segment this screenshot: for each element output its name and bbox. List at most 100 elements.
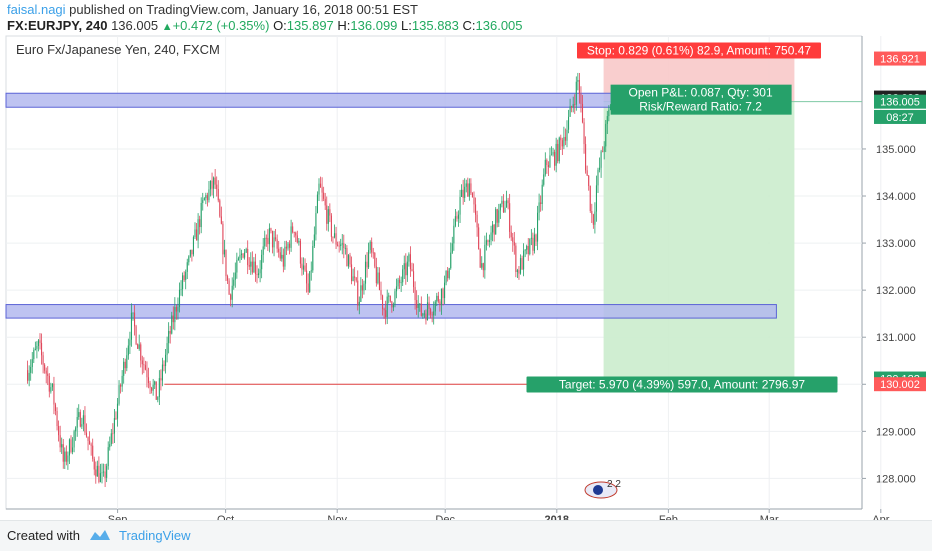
candle-body: [228, 280, 230, 295]
candle-body: [549, 155, 551, 167]
candle-body: [335, 233, 337, 245]
candle-body: [129, 339, 131, 346]
candle-body: [583, 122, 585, 145]
candle-body: [33, 349, 35, 360]
candle-body: [555, 143, 557, 166]
candle-body: [276, 239, 278, 249]
candle-body: [535, 234, 537, 242]
candle-body: [571, 106, 573, 108]
candle-body: [318, 183, 320, 195]
candle-body: [270, 228, 272, 231]
candle-body: [109, 444, 111, 448]
candle-body: [464, 186, 466, 198]
candle-body: [138, 344, 140, 349]
candle-body: [330, 215, 332, 237]
author-link[interactable]: faisal.nagi: [7, 2, 66, 17]
candle-body: [295, 232, 297, 236]
axis-price-label-text: 08:27: [886, 112, 914, 124]
candle-body: [568, 116, 570, 130]
candle-body: [411, 269, 413, 272]
y-tick-label: 131.000: [876, 332, 916, 344]
profit-target-zone: [603, 101, 795, 379]
candle-body: [81, 424, 83, 427]
candle-body: [581, 103, 584, 123]
candle-body: [450, 252, 452, 269]
candle-body: [453, 225, 455, 244]
candle-body: [251, 261, 253, 273]
candle-body: [516, 270, 518, 273]
candle-body: [54, 404, 57, 412]
price-chart[interactable]: 128.000129.000130.000131.000132.000133.0…: [0, 34, 932, 520]
candle-body: [392, 304, 394, 308]
candle-body: [476, 214, 478, 228]
candle-body: [541, 184, 543, 204]
candle-body: [405, 263, 407, 276]
candle-body: [437, 295, 439, 302]
target-label-bg: [526, 376, 838, 393]
candle-body: [386, 296, 388, 317]
candle-body: [530, 237, 532, 239]
candle-body: [363, 283, 365, 291]
candle-body: [447, 270, 449, 279]
candle-body: [225, 249, 227, 277]
candle-body: [409, 254, 411, 270]
candle-body: [470, 183, 472, 194]
candle-body: [524, 249, 526, 251]
open-value: 135.897: [286, 18, 334, 33]
candle-body: [315, 213, 317, 235]
candle-body: [320, 183, 322, 188]
candle-body: [495, 209, 497, 235]
candle-body: [189, 249, 191, 257]
candle-body: [90, 444, 92, 446]
candle-body: [58, 426, 60, 436]
candle-body: [560, 137, 562, 141]
candle-body: [408, 254, 410, 262]
candle-body: [481, 263, 483, 268]
candle-body: [557, 143, 559, 162]
pnl-text: Open P&L: 0.087, Qty: 301: [629, 86, 773, 100]
candle-body: [174, 307, 176, 323]
candle-body: [554, 152, 556, 166]
candle-body: [200, 202, 202, 228]
candle-body: [428, 302, 430, 309]
price-change: +0.472 (+0.35%): [172, 18, 270, 33]
candle-body: [160, 378, 162, 381]
candle-body: [219, 200, 221, 217]
candle-body: [518, 270, 520, 274]
symbol-name[interactable]: FX:EURJPY, 240: [7, 18, 108, 33]
x-tick-label: 2018: [545, 514, 569, 520]
candle-body: [423, 313, 425, 315]
candle-body: [50, 387, 52, 392]
candle-body: [140, 344, 142, 361]
candle-body: [543, 174, 545, 185]
candle-body: [28, 372, 30, 381]
candle-body: [279, 252, 281, 259]
candle-body: [478, 227, 480, 250]
candle-body: [254, 261, 256, 275]
candle-body: [34, 348, 36, 350]
candle-body: [442, 288, 444, 299]
candle-body: [93, 458, 95, 470]
candle-body: [112, 433, 114, 435]
axis-price-label-bg: [874, 377, 926, 392]
candle-body: [256, 274, 258, 276]
candle-body: [606, 116, 608, 124]
tradingview-link[interactable]: TradingView: [119, 528, 191, 543]
candle-body: [227, 276, 229, 281]
candle-body: [537, 212, 539, 242]
candle-body: [304, 265, 306, 271]
candle-body: [595, 185, 597, 212]
candle-body: [436, 295, 438, 302]
candle-body: [188, 256, 190, 263]
candle-body: [72, 447, 74, 452]
candle-body: [110, 433, 112, 445]
candle-body: [82, 415, 84, 425]
candle-body: [509, 203, 511, 232]
candle-body: [569, 106, 571, 117]
candle-body: [104, 471, 106, 478]
candle-body: [532, 237, 534, 251]
axis-price-label-bg: [874, 109, 926, 124]
low-value: 135.883: [411, 18, 459, 33]
candle-body: [600, 151, 602, 168]
axis-price-label-text: 130.002: [880, 379, 920, 391]
